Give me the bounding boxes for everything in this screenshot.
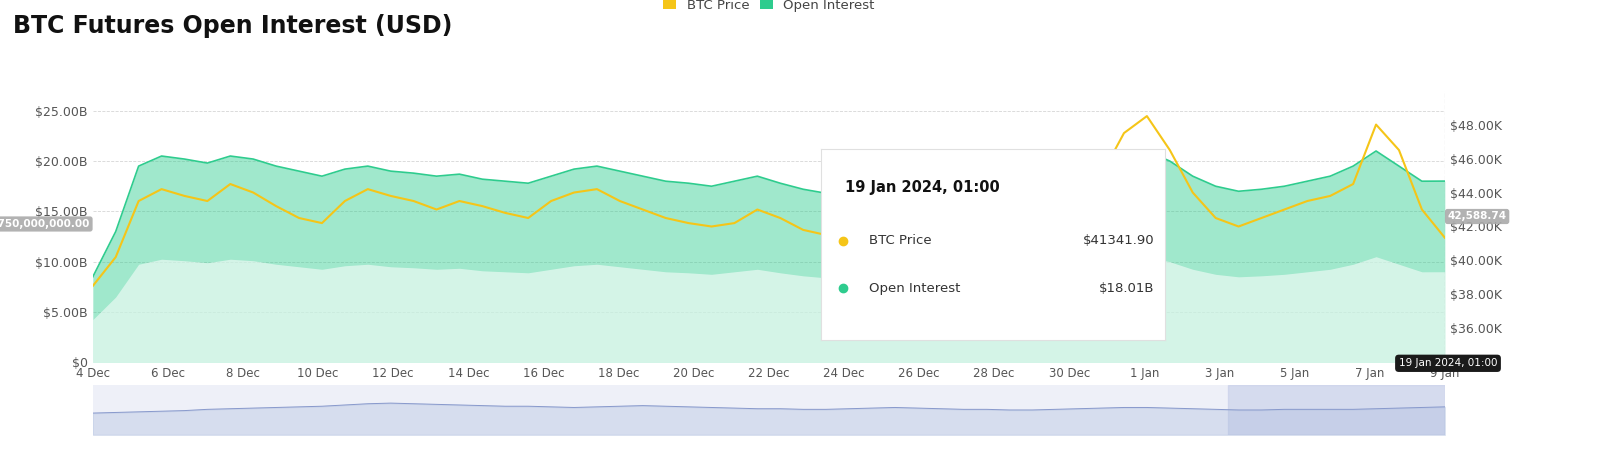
Text: 19 Jan 2024, 01:00: 19 Jan 2024, 01:00 [845, 180, 1000, 195]
Text: BTC Price: BTC Price [869, 234, 931, 247]
Bar [1229, 385, 1445, 435]
Text: $41341.90: $41341.90 [1083, 234, 1155, 247]
Text: 42,588.74: 42,588.74 [1448, 212, 1507, 222]
Text: Open Interest: Open Interest [869, 282, 960, 295]
Text: $18.01B: $18.01B [1099, 282, 1155, 295]
Text: 19 Jan 2024, 01:00: 19 Jan 2024, 01:00 [1398, 358, 1498, 368]
Text: 13,750,000,000.00: 13,750,000,000.00 [0, 219, 90, 229]
Legend: BTC Price, Open Interest: BTC Price, Open Interest [658, 0, 880, 18]
Text: BTC Futures Open Interest (USD): BTC Futures Open Interest (USD) [13, 14, 453, 38]
